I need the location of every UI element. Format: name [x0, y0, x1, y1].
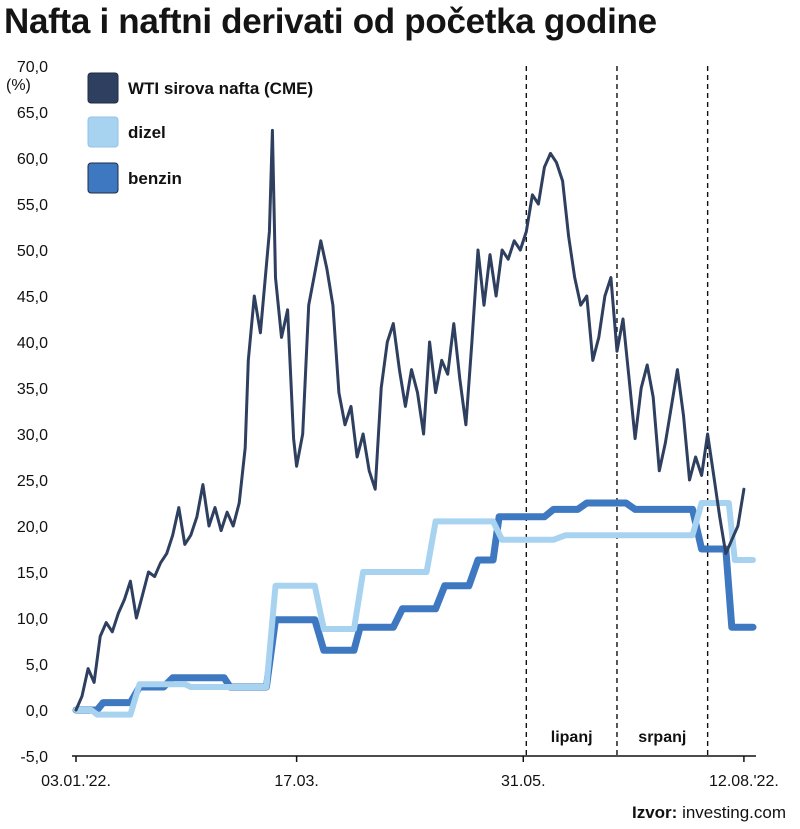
- y-tick-label: 25,0: [17, 473, 48, 490]
- y-tick-label: -5,0: [20, 749, 48, 766]
- y-tick-label: 5,0: [26, 657, 48, 674]
- series-line-dizel: [73, 500, 756, 718]
- series-lines: [72, 128, 757, 718]
- y-tick-label: 45,0: [17, 289, 48, 306]
- y-tick-label: 65,0: [17, 105, 48, 122]
- axes: -5,0 0,0 5,0 10,0 15,0 20,0 25,0 30,0 35,0 40,0 45…: [6, 59, 779, 790]
- y-tick-label: 30,0: [17, 427, 48, 444]
- y-tick-label: 20,0: [17, 519, 48, 536]
- legend-label-dizel: dizel: [128, 123, 166, 142]
- y-axis-label: (%): [6, 77, 31, 94]
- period-markers: lipanj srpanj: [525, 66, 709, 756]
- y-tick-label: 60,0: [17, 151, 48, 168]
- legend-label-wti: WTI sirova nafta (CME): [128, 79, 313, 98]
- x-tick-label: 17.03.: [274, 773, 318, 790]
- period-label: srpanj: [638, 729, 686, 746]
- series-line-wti: [74, 128, 746, 712]
- x-tick-label: 03.01.'22.: [41, 773, 111, 790]
- y-tick-label: 10,0: [17, 611, 48, 628]
- source-note: Izvor: investing.com: [632, 803, 786, 823]
- legend-swatch-dizel: [87, 116, 119, 148]
- y-tick-label: 35,0: [17, 381, 48, 398]
- y-tick-label: 70,0: [17, 59, 48, 76]
- y-tick-label: 0,0: [26, 703, 48, 720]
- legend-swatch-benzin: [87, 162, 119, 194]
- source-value: investing.com: [682, 803, 786, 822]
- period-label: lipanj: [551, 729, 593, 746]
- chart-title: Nafta i naftni derivati od početka godin…: [4, 2, 657, 41]
- x-tick-label: 31.05.: [501, 773, 545, 790]
- y-tick-label: 55,0: [17, 197, 48, 214]
- legend-swatch-wti: [87, 72, 119, 104]
- legend-label-benzin: benzin: [128, 169, 182, 188]
- y-tick-label: 15,0: [17, 565, 48, 582]
- legend: WTI sirova nafta (CME) dizel benzin: [87, 72, 313, 194]
- x-tick-label: 12.08.'22.: [709, 773, 779, 790]
- y-tick-label: 50,0: [17, 243, 48, 260]
- source-label: Izvor:: [631, 803, 678, 822]
- y-tick-label: 40,0: [17, 335, 48, 352]
